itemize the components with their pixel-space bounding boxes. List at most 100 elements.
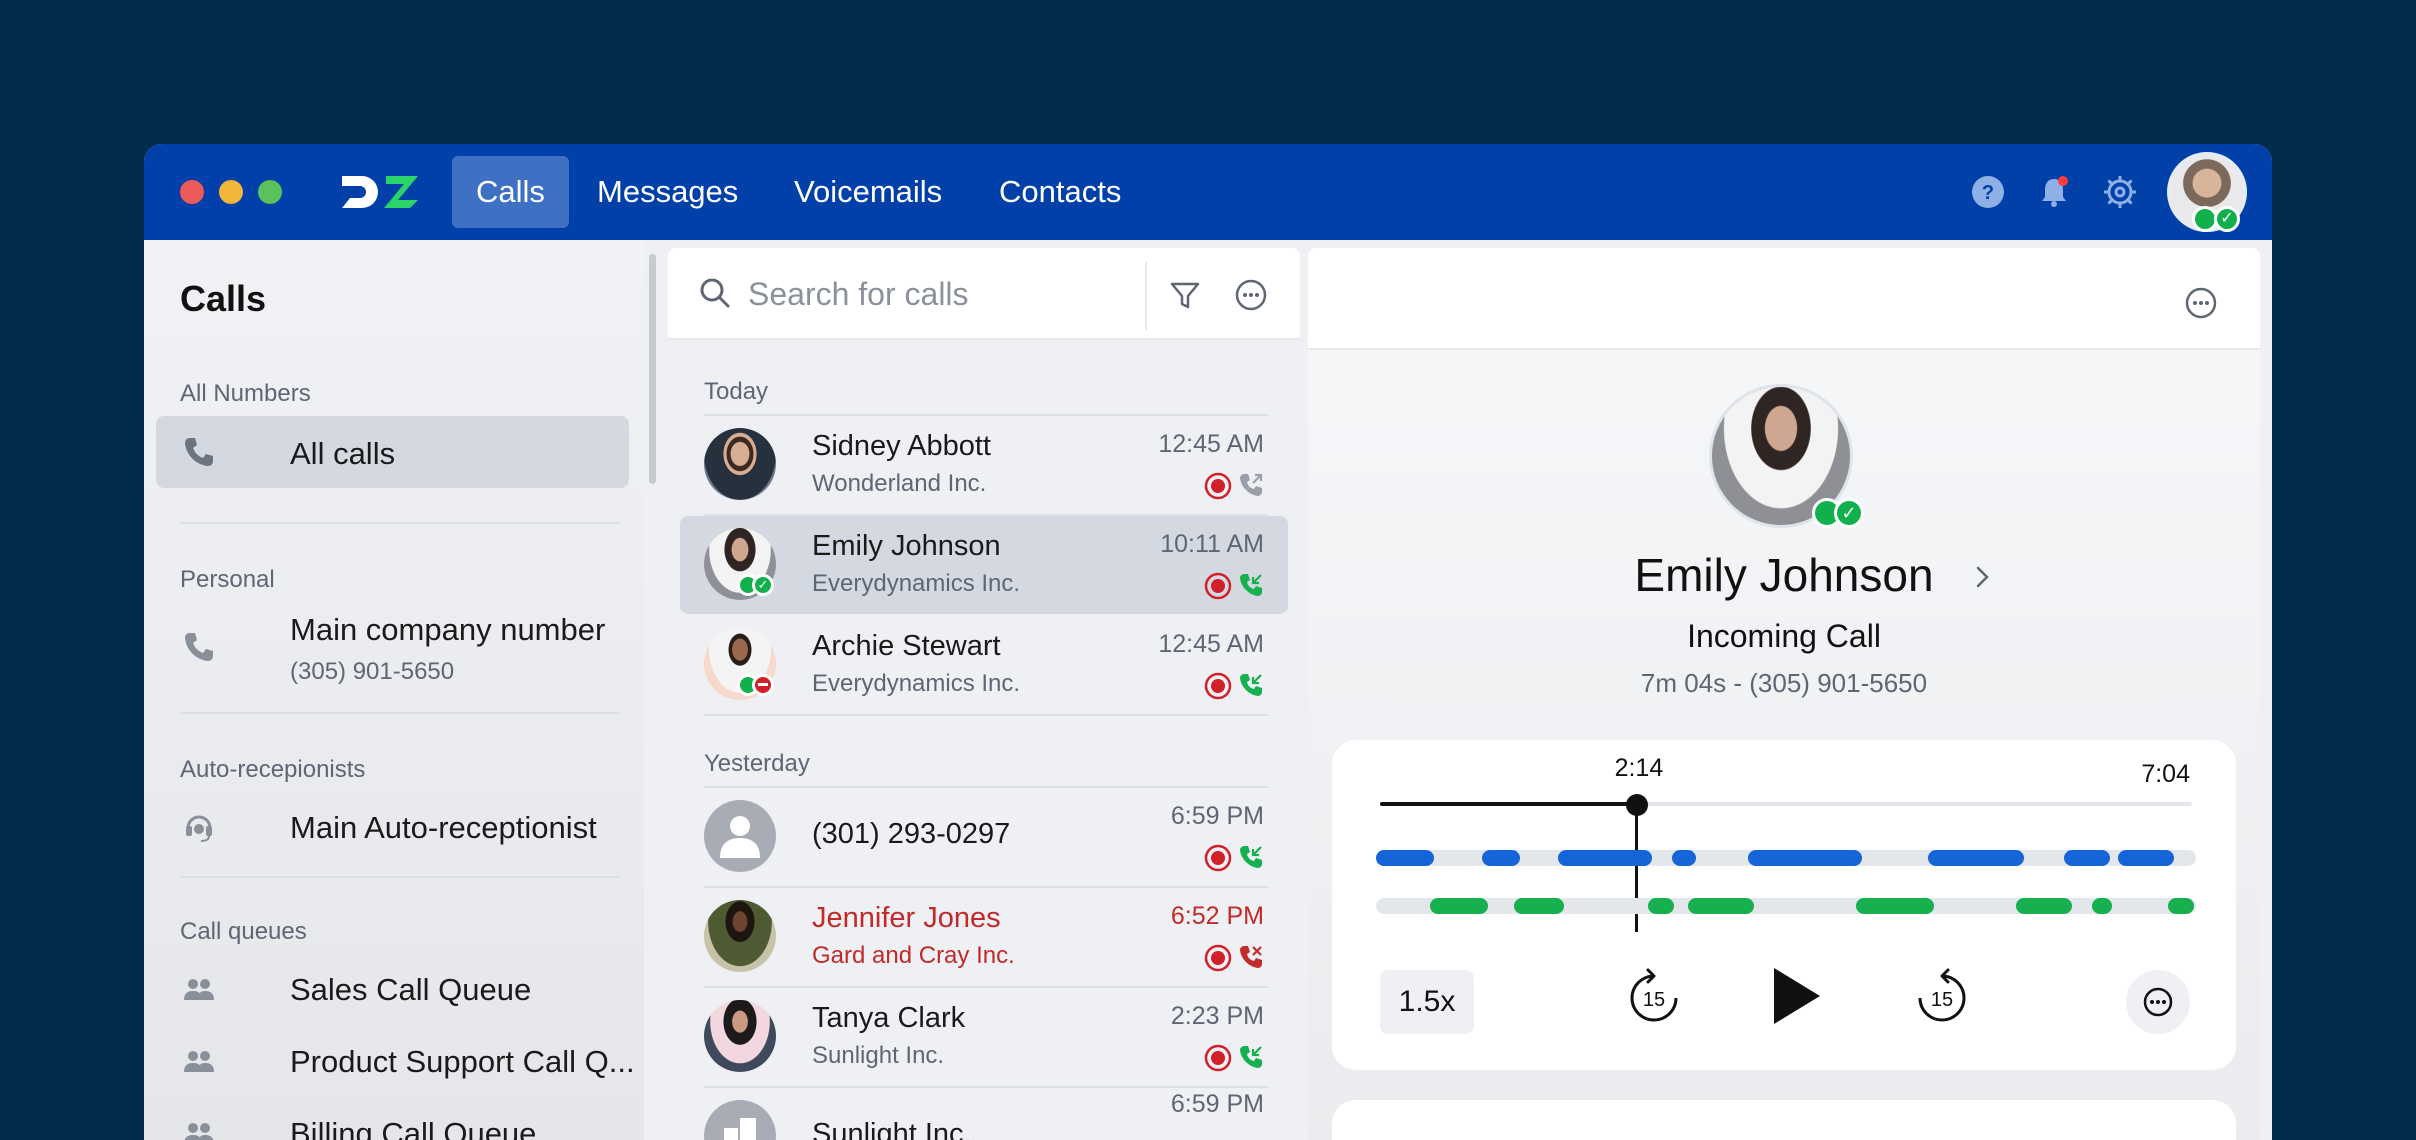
contact-name: Emily Johnson — [812, 530, 1001, 562]
sidebar-item-label: Sales Call Queue — [290, 972, 532, 1007]
playback-speed-button[interactable]: 1.5x — [1380, 970, 1474, 1034]
divider — [704, 414, 1268, 416]
recording-player: 2:14 7:04 — [1332, 740, 2236, 1070]
seek-track[interactable] — [1380, 802, 2192, 806]
contact-company: Everydynamics Inc. — [812, 670, 1021, 697]
group-label-yesterday: Yesterday — [704, 750, 810, 777]
bell-icon[interactable] — [2036, 174, 2072, 210]
window-close-button[interactable] — [180, 180, 204, 204]
svg-text:15: 15 — [1643, 989, 1665, 1011]
contact-name: Jennifer Jones — [812, 902, 1001, 934]
waveform-segment — [1558, 850, 1652, 866]
waveform-segment — [1430, 898, 1488, 914]
sidebar-item-billing-call-queue[interactable]: Billing Call Queue — [156, 1096, 629, 1140]
recording-icon — [1204, 472, 1232, 500]
window-maximize-button[interactable] — [258, 180, 282, 204]
recording-icon — [1204, 672, 1232, 700]
gear-icon[interactable] — [2102, 174, 2138, 210]
filter-icon[interactable] — [1168, 278, 1202, 312]
incoming-call-icon — [1240, 846, 1262, 868]
contact-name-heading[interactable]: Emily Johnson — [1634, 549, 1934, 601]
call-time: 2:23 PM — [1170, 1002, 1264, 1030]
tab-contacts[interactable]: Contacts — [999, 174, 1122, 209]
sidebar-scrollbar[interactable] — [649, 254, 656, 484]
contact-name: Sunlight Inc. — [812, 1118, 972, 1140]
app-logo-icon — [342, 176, 418, 208]
more-options-icon — [2143, 987, 2173, 1017]
sidebar-item-product-support-call-queue[interactable]: Product Support Call Q... — [156, 1024, 635, 1096]
search-divider — [1145, 262, 1147, 330]
call-row[interactable]: Sidney Abbott Wonderland Inc. 12:45 AM — [680, 416, 1288, 514]
person-placeholder-icon — [720, 816, 760, 858]
incoming-call-icon — [1240, 574, 1262, 596]
section-personal: Personal — [180, 566, 275, 593]
phone-icon — [185, 438, 213, 466]
seek-handle[interactable] — [1625, 794, 1648, 816]
call-type: Incoming Call — [1687, 618, 1881, 654]
more-options-icon[interactable] — [2184, 286, 2218, 320]
search-input[interactable] — [748, 270, 1128, 318]
building-icon — [724, 1118, 756, 1140]
section-call-queues: Call queues — [180, 918, 307, 945]
call-list-content: Today Sidney Abbott Wonderland Inc. 12:4… — [668, 248, 1300, 1140]
tab-voicemails[interactable]: Voicemails — [794, 174, 943, 209]
call-time: 6:52 PM — [1170, 902, 1264, 930]
call-row[interactable]: (301) 293-0297 6:59 PM — [680, 788, 1288, 886]
svg-text:15: 15 — [1931, 989, 1953, 1011]
more-options-icon[interactable] — [1234, 278, 1268, 312]
contact-avatar — [704, 428, 776, 500]
tab-calls[interactable]: Calls — [452, 156, 569, 228]
sidebar: Calls All Numbers All calls Personal Mai… — [144, 240, 656, 1140]
incoming-call-icon — [1240, 1046, 1262, 1068]
help-icon[interactable]: ? — [1970, 174, 2006, 210]
recording-icon — [1204, 1044, 1232, 1072]
sidebar-item-main-auto-receptionist[interactable]: Main Auto-receptionist — [156, 790, 629, 862]
call-row[interactable]: Jennifer Jones Gard and Cray Inc. 6:52 P… — [680, 888, 1288, 986]
waveform-segment — [2064, 850, 2110, 866]
call-row-selected[interactable]: ✓ Emily Johnson Everydynamics Inc. 10:11… — [680, 516, 1288, 614]
contact-company: Gard and Cray Inc. — [812, 942, 1015, 969]
call-time: 6:59 PM — [1170, 1090, 1264, 1118]
waveform-segment — [1514, 898, 1564, 914]
section-all-numbers: All Numbers — [180, 380, 311, 407]
skip-forward-icon[interactable]: 15 — [1916, 968, 1968, 1024]
call-row[interactable]: Sunlight Inc. 6:59 PM — [680, 1088, 1288, 1140]
waveform-segment — [2016, 898, 2072, 914]
sidebar-title: Calls — [180, 278, 267, 319]
waveform-segment — [1856, 898, 1934, 914]
recording-icon — [1204, 844, 1232, 872]
sidebar-item-all-calls[interactable]: All calls — [156, 416, 629, 488]
tab-messages[interactable]: Messages — [597, 174, 739, 209]
seek-progress — [1380, 802, 1637, 806]
player-more-button[interactable] — [2126, 970, 2190, 1034]
window-minimize-button[interactable] — [219, 180, 243, 204]
sidebar-item-main-company-number[interactable]: Main company number (305) 901-5650 — [156, 602, 629, 692]
chevron-right-icon[interactable] — [1970, 562, 1994, 592]
contact-avatar — [704, 1000, 776, 1072]
contact-company: Everydynamics Inc. — [812, 570, 1021, 597]
sidebar-item-label: Main Auto-receptionist — [290, 810, 597, 845]
skip-back-icon[interactable]: 15 — [1628, 968, 1680, 1024]
sidebar-item-label: Main company number — [290, 612, 606, 647]
sidebar-item-label: All calls — [290, 436, 396, 471]
divider — [704, 514, 1268, 516]
contact-company: Wonderland Inc. — [812, 470, 987, 497]
transcript-card — [1332, 1100, 2236, 1140]
sidebar-item-label: Billing Call Queue — [290, 1116, 537, 1140]
play-icon[interactable] — [1768, 964, 1824, 1028]
contact-name: Archie Stewart — [812, 630, 1001, 662]
waveform-segment — [2118, 850, 2174, 866]
sidebar-item-label: Product Support Call Q... — [290, 1044, 635, 1079]
search-bar-surface — [668, 248, 1300, 340]
waveform-segment — [1688, 898, 1754, 914]
presence-check-icon: ✓ — [2214, 206, 2240, 232]
waveform-segment — [1748, 850, 1862, 866]
divider — [704, 786, 1268, 788]
call-row[interactable]: Tanya Clark Sunlight Inc. 2:23 PM — [680, 988, 1288, 1086]
do-not-disturb-icon — [752, 674, 774, 696]
group-icon — [184, 979, 214, 1000]
waveform-segment — [2168, 898, 2194, 914]
call-row[interactable]: Archie Stewart Everydynamics Inc. 12:45 … — [680, 616, 1288, 714]
sidebar-item-sales-call-queue[interactable]: Sales Call Queue — [156, 952, 629, 1024]
contact-name: Sidney Abbott — [812, 430, 991, 462]
